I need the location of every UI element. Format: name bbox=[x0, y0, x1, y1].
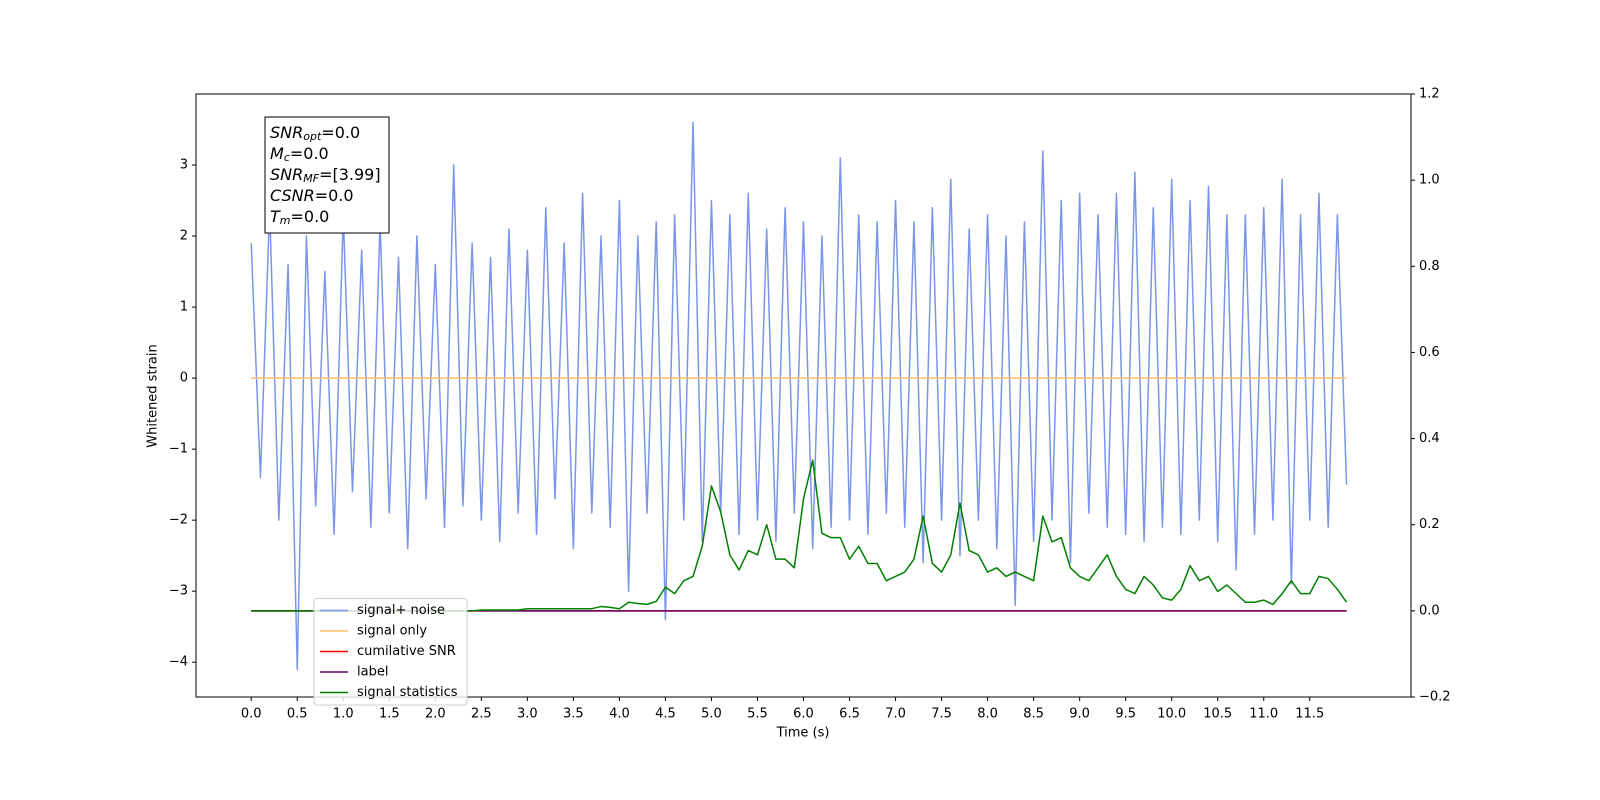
x-tick-label: 6.0 bbox=[793, 707, 814, 722]
x-tick-label: 4.0 bbox=[609, 707, 630, 722]
legend-label: signal+ noise bbox=[357, 603, 445, 618]
x-tick-label: 5.5 bbox=[747, 707, 768, 722]
x-tick-label: 10.5 bbox=[1203, 707, 1232, 722]
y2-tick-label: −0.2 bbox=[1419, 690, 1451, 705]
x-tick-label: 2.5 bbox=[471, 707, 492, 722]
x-tick-label: 11.5 bbox=[1295, 707, 1324, 722]
annotation-text: =[3.99] bbox=[319, 165, 381, 184]
x-tick-label: 7.0 bbox=[885, 707, 906, 722]
y-tick-label: 0 bbox=[180, 371, 188, 386]
x-tick-label: 7.5 bbox=[931, 707, 952, 722]
legend-label: signal statistics bbox=[357, 685, 458, 700]
x-tick-label: 2.0 bbox=[425, 707, 446, 722]
x-tick-label: 4.5 bbox=[655, 707, 676, 722]
x-tick-label: 10.0 bbox=[1157, 707, 1186, 722]
legend-label: cumilative SNR bbox=[357, 644, 456, 659]
y2-tick-label: 0.4 bbox=[1419, 431, 1440, 446]
legend-label: label bbox=[357, 665, 388, 680]
annotation-sub: opt bbox=[303, 130, 322, 143]
annotation-main: M bbox=[270, 144, 284, 163]
x-tick-label: 0.0 bbox=[241, 707, 262, 722]
x-tick-label: 0.5 bbox=[287, 707, 308, 722]
series-line bbox=[250, 121, 1348, 671]
annotation-main: CSNR bbox=[270, 186, 315, 205]
y2-tick-label: 0.8 bbox=[1419, 259, 1440, 274]
legend-box bbox=[313, 598, 468, 706]
y-tick-label: 2 bbox=[180, 229, 188, 244]
y-tick-label: −1 bbox=[169, 442, 188, 457]
legend-label: signal only bbox=[357, 624, 427, 639]
y-tick-label: −2 bbox=[169, 513, 188, 528]
y2-tick-label: 0.2 bbox=[1419, 517, 1440, 532]
annotation-sub: MF bbox=[303, 172, 319, 185]
annotation-sub: c bbox=[284, 151, 290, 164]
annotation: SNRMF=[3.99] bbox=[270, 165, 381, 186]
y-tick-label: −4 bbox=[169, 655, 188, 670]
x-tick-label: 9.0 bbox=[1069, 707, 1090, 722]
y-axis-label: Whitened strain bbox=[146, 344, 161, 447]
x-tick-label: 3.5 bbox=[563, 707, 584, 722]
y2-tick-label: 1.0 bbox=[1419, 173, 1440, 188]
annotation-main: T bbox=[270, 207, 281, 226]
x-tick-label: 1.0 bbox=[333, 707, 354, 722]
x-tick-label: 1.5 bbox=[379, 707, 400, 722]
x-tick-label: 9.5 bbox=[1115, 707, 1136, 722]
y2-tick-label: 0.6 bbox=[1419, 345, 1440, 360]
y-tick-label: 3 bbox=[180, 158, 188, 173]
annotation-text: =0.0 bbox=[321, 123, 360, 142]
y-tick-label: 1 bbox=[180, 300, 188, 315]
annotation-main: SNR bbox=[270, 123, 303, 142]
annotation: CSNR=0.0 bbox=[270, 186, 354, 205]
x-tick-label: 6.5 bbox=[839, 707, 860, 722]
annotation-box bbox=[264, 116, 390, 234]
annotation-text: =0.0 bbox=[290, 144, 329, 163]
annotation-main: SNR bbox=[270, 165, 303, 184]
y2-tick-label: 0.0 bbox=[1419, 603, 1440, 618]
annotation: Mc=0.0 bbox=[270, 144, 329, 165]
annotation-sub: m bbox=[280, 214, 291, 227]
x-tick-label: 8.0 bbox=[977, 707, 998, 722]
x-axis-label: Time (s) bbox=[776, 726, 830, 741]
x-tick-label: 3.0 bbox=[517, 707, 538, 722]
annotation-text: =0.0 bbox=[315, 186, 354, 205]
annotation: Tm=0.0 bbox=[270, 207, 329, 228]
y2-tick-label: 1.2 bbox=[1419, 87, 1440, 102]
y-tick-label: −3 bbox=[169, 584, 188, 599]
annotation-text: =0.0 bbox=[291, 207, 330, 226]
annotation: SNRopt=0.0 bbox=[270, 123, 360, 144]
x-tick-label: 11.0 bbox=[1249, 707, 1278, 722]
x-tick-label: 5.0 bbox=[701, 707, 722, 722]
x-tick-label: 8.5 bbox=[1023, 707, 1044, 722]
